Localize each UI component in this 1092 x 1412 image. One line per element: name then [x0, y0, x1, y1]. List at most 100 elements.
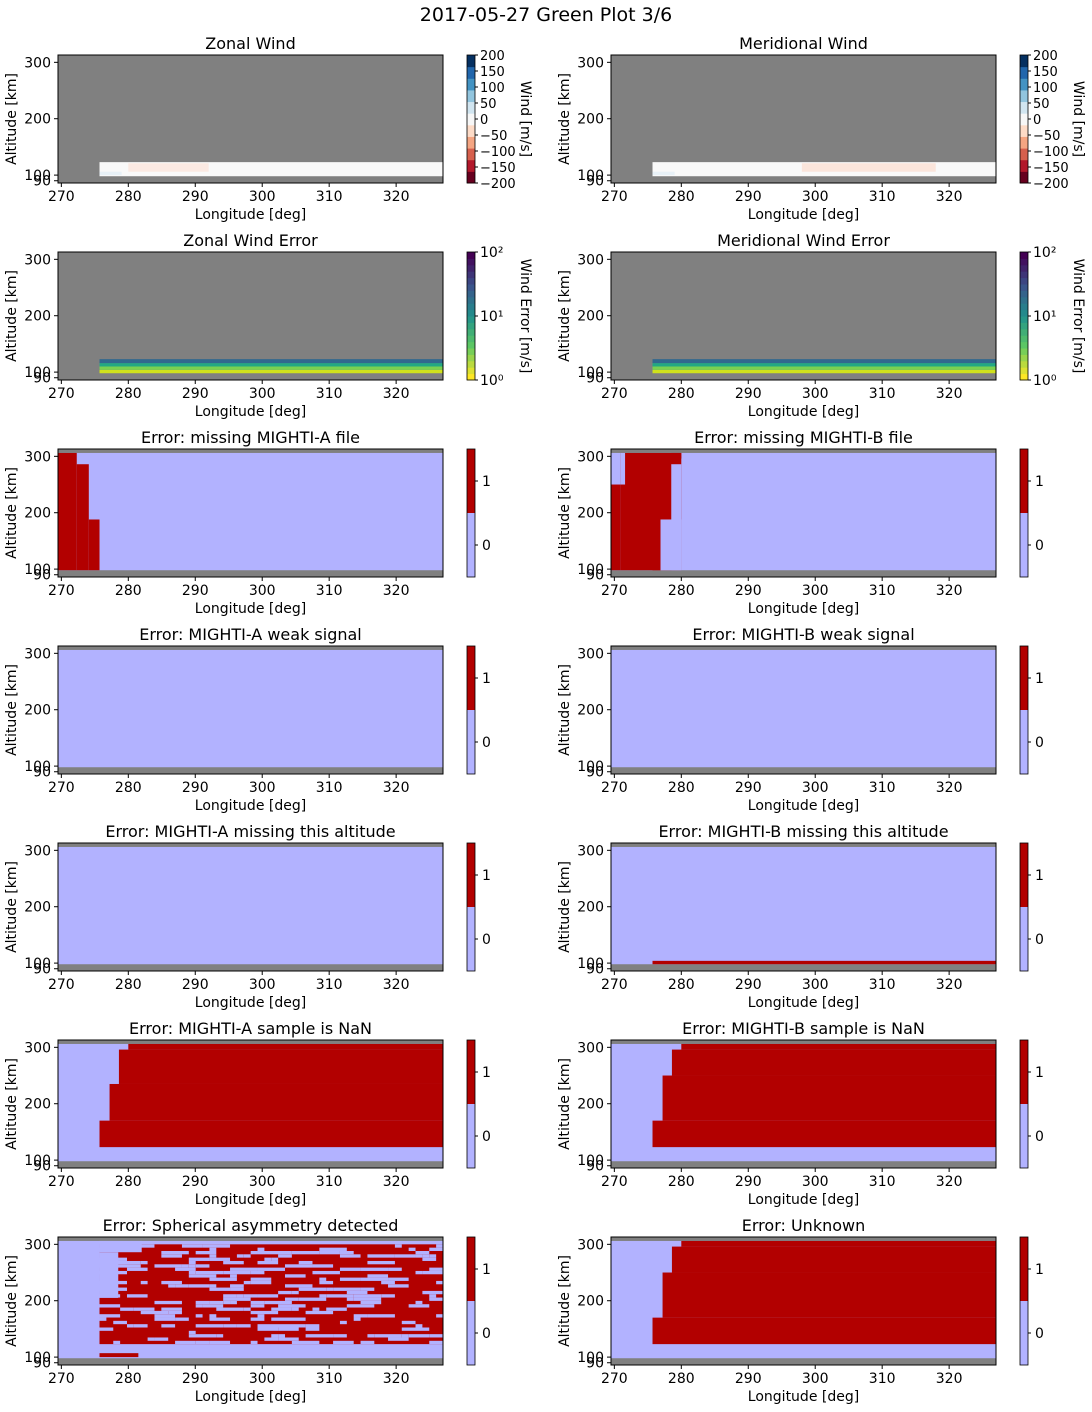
- flag-zero-cell: [422, 1270, 443, 1275]
- colorbar-segment: [467, 159, 475, 172]
- x-tick-label: 310: [869, 583, 896, 599]
- colorbar-segment: [467, 513, 475, 577]
- x-tick-label: 290: [182, 189, 209, 205]
- flag-zero-cell: [429, 1247, 443, 1251]
- y-tick-label: 200: [577, 506, 604, 522]
- x-tick-label: 300: [802, 189, 829, 205]
- y-tick-label: 200: [577, 1097, 604, 1113]
- flag-zero-cell: [415, 1270, 423, 1275]
- flag-zero-cell: [188, 1334, 217, 1338]
- y-tick-label: 200: [24, 703, 51, 719]
- colorbar-segment: [1020, 303, 1028, 311]
- colorbar-frame: [466, 1039, 476, 1169]
- flag-zero-cell: [429, 1254, 437, 1258]
- colorbar-segment: [1020, 101, 1028, 114]
- flag-zero-cell: [195, 1324, 224, 1328]
- x-tick-label: 290: [735, 977, 762, 993]
- flag-zero-cell: [175, 1267, 196, 1271]
- x-tick-label: 290: [182, 583, 209, 599]
- y-tick-label: 300: [24, 1237, 51, 1253]
- flag-zero-cell: [346, 1297, 354, 1301]
- flag-zero-cell: [99, 1314, 121, 1318]
- plot-background: [611, 252, 996, 380]
- flag-zero-cell: [223, 1270, 251, 1275]
- x-tick-label: 270: [48, 1371, 75, 1387]
- colorbar-tick-label: 1: [482, 868, 491, 884]
- x-tick-label: 320: [383, 1371, 410, 1387]
- flag-zero-cell: [388, 1267, 402, 1271]
- x-tick-label: 300: [249, 977, 276, 993]
- flag-zero-cell: [230, 1267, 258, 1271]
- colorbar-tick-label: 0: [480, 113, 488, 128]
- x-tick-label: 280: [115, 977, 142, 993]
- error-band: [99, 359, 443, 364]
- flag-zero-cell: [257, 1327, 279, 1331]
- flag-zero-cell: [326, 1294, 354, 1298]
- colorbar-segment: [467, 101, 475, 114]
- colorbar-segment: [1020, 348, 1028, 355]
- flag-zero-cell: [257, 1314, 265, 1318]
- flag-zero-cell: [113, 1270, 127, 1275]
- colorbar-frame: [1019, 448, 1029, 578]
- flag-zero-cell: [284, 1250, 292, 1255]
- colorbar-segment: [467, 322, 475, 330]
- flag-zero-cell: [278, 1337, 299, 1341]
- flag-zero-cell: [278, 1334, 285, 1338]
- chart-title: Zonal Wind: [205, 34, 295, 53]
- flag-zero-cell: [305, 1324, 320, 1328]
- y-tick-label: 90: [33, 174, 51, 190]
- colorbar-segment: [1020, 1104, 1028, 1168]
- y-axis-label: Altitude [km]: [557, 664, 573, 756]
- flag-one-cell: [652, 1317, 996, 1345]
- x-tick-label: 310: [869, 386, 896, 402]
- y-axis-label: Altitude [km]: [4, 1058, 20, 1150]
- flag-zero-cell: [243, 1294, 258, 1298]
- flag-zero-cell: [99, 1252, 119, 1298]
- flag-zero-cell: [374, 1334, 402, 1338]
- y-tick-label: 200: [577, 309, 604, 325]
- colorbar-segment: [1020, 373, 1028, 381]
- flag-zero-cell: [339, 1320, 347, 1325]
- x-tick-label: 270: [48, 780, 75, 796]
- flag-zero-cell: [312, 1307, 320, 1311]
- x-tick-label: 300: [802, 386, 829, 402]
- flag-zero-cell: [113, 1340, 121, 1345]
- flag-zero-cell: [154, 1317, 176, 1321]
- y-tick-label: 100: [24, 1153, 51, 1169]
- x-tick-label: 290: [735, 583, 762, 599]
- colorbar-segment: [1020, 159, 1028, 172]
- x-tick-label: 310: [316, 977, 343, 993]
- flag-zero-cell: [209, 1247, 217, 1251]
- flag-zero-cell: [126, 1267, 148, 1271]
- flag-zero-cell: [209, 1287, 231, 1291]
- colorbar-segment: [1020, 66, 1028, 79]
- y-tick-label: 200: [577, 1294, 604, 1310]
- colorbar-segment: [1020, 341, 1028, 349]
- colorbar-segment: [1020, 335, 1028, 343]
- error-band: [99, 366, 443, 370]
- flag-zero-cell: [230, 1287, 244, 1291]
- y-tick-label: 100: [577, 168, 604, 184]
- flag-zero-cell: [367, 1254, 395, 1258]
- flag-zero-cell: [422, 1254, 430, 1258]
- x-tick-label: 280: [668, 189, 695, 205]
- y-axis-label: Altitude [km]: [557, 73, 573, 165]
- y-tick-label: 90: [33, 568, 51, 584]
- x-tick-label: 300: [802, 1174, 829, 1190]
- y-tick-label: 200: [24, 506, 51, 522]
- flag-zero-cell: [278, 1327, 299, 1331]
- colorbar-tick-label: 200: [1033, 49, 1058, 64]
- flag-one-cell: [660, 464, 672, 571]
- colorbar-segment: [467, 646, 475, 710]
- y-axis-label: Altitude [km]: [557, 861, 573, 953]
- colorbar-tick-label: 0: [482, 538, 491, 554]
- x-tick-label: 320: [936, 977, 963, 993]
- flag-zero-cell: [326, 1287, 334, 1291]
- error-band: [99, 363, 443, 367]
- colorbar-tick-label: 50: [480, 97, 497, 112]
- flag-one-cell: [662, 1272, 996, 1318]
- error-band: [652, 366, 996, 370]
- flag-zero-cell: [223, 1324, 237, 1328]
